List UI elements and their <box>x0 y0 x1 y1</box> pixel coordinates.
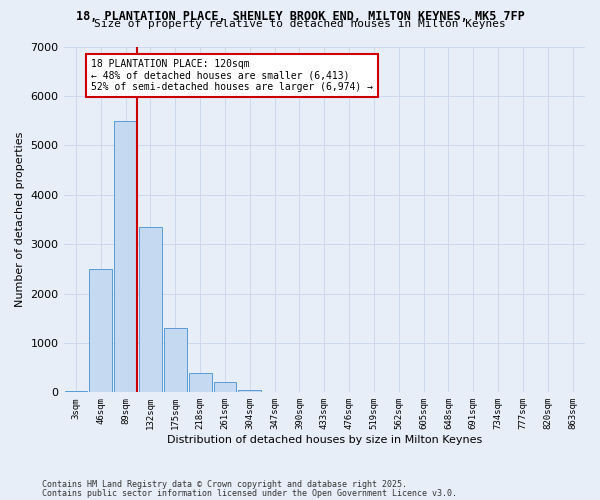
Bar <box>214 382 236 392</box>
Bar <box>164 328 187 392</box>
Bar <box>139 227 162 392</box>
Text: 18 PLANTATION PLACE: 120sqm
← 48% of detached houses are smaller (6,413)
52% of : 18 PLANTATION PLACE: 120sqm ← 48% of det… <box>91 59 373 92</box>
Text: Size of property relative to detached houses in Milton Keynes: Size of property relative to detached ho… <box>94 19 506 29</box>
Bar <box>238 390 261 392</box>
Bar <box>114 120 137 392</box>
Text: Contains HM Land Registry data © Crown copyright and database right 2025.: Contains HM Land Registry data © Crown c… <box>42 480 407 489</box>
Bar <box>65 391 88 392</box>
Bar <box>89 269 112 392</box>
X-axis label: Distribution of detached houses by size in Milton Keynes: Distribution of detached houses by size … <box>167 435 482 445</box>
Y-axis label: Number of detached properties: Number of detached properties <box>15 132 25 307</box>
Text: Contains public sector information licensed under the Open Government Licence v3: Contains public sector information licen… <box>42 489 457 498</box>
Bar <box>188 372 212 392</box>
Text: 18, PLANTATION PLACE, SHENLEY BROOK END, MILTON KEYNES, MK5 7FP: 18, PLANTATION PLACE, SHENLEY BROOK END,… <box>76 10 524 23</box>
